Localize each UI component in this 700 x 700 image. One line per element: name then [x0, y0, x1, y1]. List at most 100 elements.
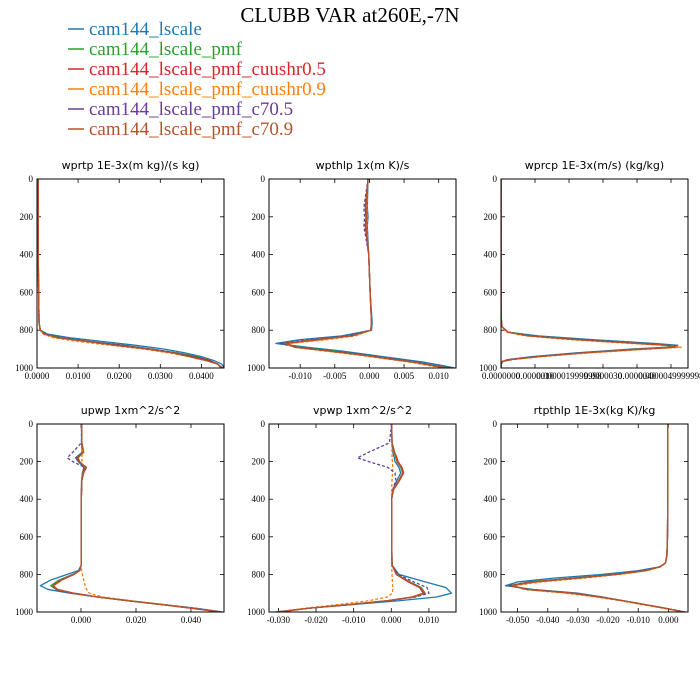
series-line-0	[504, 424, 686, 612]
xtick-label: 0.040	[181, 615, 202, 625]
series-line-5	[52, 424, 220, 612]
series-line-2	[278, 424, 424, 612]
series-line-0	[275, 179, 455, 368]
panel-title-3: upwp 1xm^2/s^2	[81, 404, 181, 417]
ytick-label: 600	[484, 532, 498, 542]
series-line-5	[510, 424, 684, 612]
ytick-label: 800	[20, 569, 34, 579]
panel-4: vpwp 1xm^2/s^2 0 200 400 600 800 1000-0.030 -0.…	[247, 404, 457, 625]
ytick-label: 0	[29, 419, 34, 429]
ytick-label: 200	[252, 212, 266, 222]
series-line-1	[37, 179, 224, 368]
series-line-0	[39, 424, 223, 612]
ytick-label: 200	[20, 457, 34, 467]
panel-frame-2	[500, 178, 689, 369]
ytick-label: 400	[20, 250, 34, 260]
xtick-label: 0.005	[394, 371, 415, 381]
ytick-label: 0	[493, 174, 498, 184]
ytick-label: 800	[484, 325, 498, 335]
xtick-label: 0.000	[71, 615, 92, 625]
xtick-label: 0.0200	[107, 371, 132, 381]
ytick-label: 1000	[15, 607, 34, 617]
xtick-label: -0.005	[323, 371, 347, 381]
ytick-label: 200	[20, 212, 34, 222]
xtick-label: 0.0000010	[516, 371, 555, 381]
series-line-1	[50, 424, 222, 612]
series-line-3	[513, 424, 684, 612]
xtick-label: -0.010	[627, 615, 651, 625]
panel-0: wprtp 1E-3x(m kg)/(s kg) 0 200 400 600 800 100…	[15, 159, 225, 381]
panel-frame-3	[36, 423, 225, 613]
ytick-label: 200	[252, 457, 266, 467]
series-line-4	[37, 179, 223, 368]
series-line-4	[507, 424, 686, 612]
series-line-3	[80, 424, 220, 612]
xtick-label: -0.030	[566, 615, 590, 625]
series-line-4	[51, 424, 222, 612]
ytick-label: 1000	[479, 607, 498, 617]
series-line-5	[37, 179, 222, 368]
xtick-label: 0.000	[359, 371, 380, 381]
xtick-label: -0.020	[304, 615, 328, 625]
panel-frame-1	[268, 178, 457, 369]
legend-label-4: cam144_lscale_pmf_c70.5	[89, 99, 293, 120]
ytick-label: 600	[20, 532, 34, 542]
ytick-label: 800	[252, 325, 266, 335]
series-line-2	[52, 424, 220, 612]
xtick-label: 0.020	[126, 615, 147, 625]
ytick-label: 0	[29, 174, 34, 184]
series-line-4	[278, 424, 430, 612]
panel-title-1: wpthlp 1x(m K)/s	[316, 159, 410, 172]
ytick-label: 200	[484, 212, 498, 222]
series-line-1	[278, 424, 426, 612]
panel-frame-5	[500, 423, 689, 613]
xtick-label: -0.050	[506, 615, 530, 625]
ytick-label: 400	[484, 494, 498, 504]
panel-frame-0	[36, 178, 225, 369]
series-line-3	[37, 179, 222, 368]
xtick-label: 0.0400	[189, 371, 214, 381]
legend-label-3: cam144_lscale_pmf_cuushr0.9	[89, 79, 326, 100]
ytick-label: 400	[252, 250, 266, 260]
ytick-label: 600	[484, 287, 498, 297]
ytick-label: 400	[484, 250, 498, 260]
xtick-label: 0.0300	[148, 371, 173, 381]
panel-title-2: wprcp 1E-3x(m/s) (kg/kg)	[525, 159, 664, 172]
panel-title-0: wprtp 1E-3x(m kg)/(s kg)	[62, 159, 200, 172]
xtick-label: 0.0100	[66, 371, 91, 381]
ytick-label: 600	[252, 532, 266, 542]
xtick-label: -0.010	[342, 615, 366, 625]
ytick-label: 1000	[479, 363, 498, 373]
ytick-label: 800	[484, 569, 498, 579]
xtick-label: 0.0000	[25, 371, 50, 381]
series-line-5	[284, 179, 450, 368]
ytick-label: 800	[20, 325, 34, 335]
series-line-3	[278, 424, 394, 612]
ytick-label: 0	[261, 174, 266, 184]
xtick-label: 0.010	[419, 615, 440, 625]
panel-1: wpthlp 1x(m K)/s 0 200 400 600 800 1000 -0.010-…	[247, 159, 457, 381]
ytick-label: 0	[493, 419, 498, 429]
xtick-label: 0.010	[429, 371, 450, 381]
ytick-label: 600	[20, 287, 34, 297]
series-line-0	[274, 424, 453, 612]
legend-label-0: cam144_lscale	[89, 19, 202, 40]
xtick-label: 0.0000040	[618, 371, 657, 381]
legend: cam144_lscalecam144_lscale_pmfcam144_lsc…	[68, 19, 326, 140]
ytick-label: 400	[20, 494, 34, 504]
ytick-label: 600	[252, 287, 266, 297]
legend-label-1: cam144_lscale_pmf	[89, 39, 243, 60]
xtick-label: 0.000	[381, 615, 402, 625]
xtick-label: 0.0000049999998	[638, 371, 700, 381]
figure-title: CLUBB VAR at260E,-7N	[240, 3, 459, 27]
legend-label-2: cam144_lscale_pmf_cuushr0.5	[89, 59, 326, 80]
xtick-label: -0.040	[536, 615, 560, 625]
xtick-label: -0.030	[267, 615, 291, 625]
xtick-label: 0.0000000	[482, 371, 521, 381]
series-line-0	[37, 179, 224, 368]
series-line-3	[289, 179, 446, 368]
series-line-5	[278, 424, 426, 612]
series-line-1	[507, 424, 686, 612]
panel-3: upwp 1xm^2/s^2 0 200 400 600 800 1000 0.000 0.02…	[15, 404, 225, 625]
